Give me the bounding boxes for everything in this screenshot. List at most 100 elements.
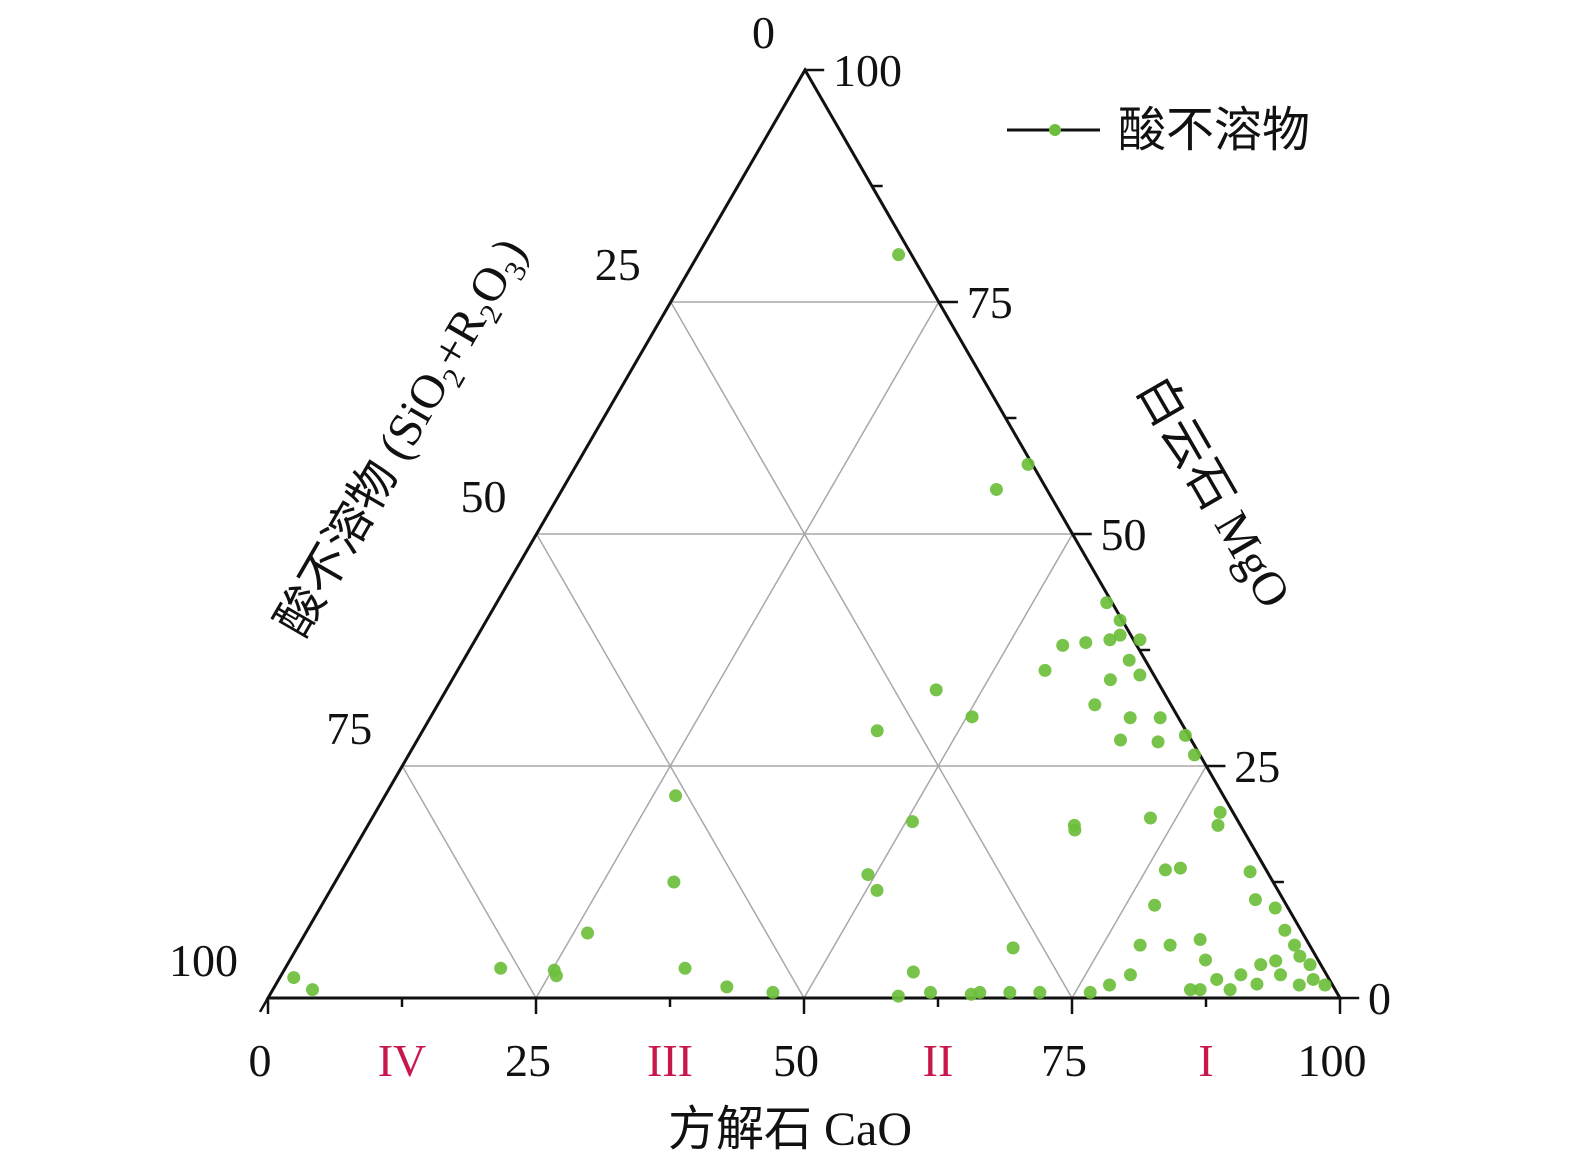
region-label: III <box>647 1035 693 1086</box>
data-point <box>1114 733 1128 747</box>
data-points <box>287 248 1332 1003</box>
bottom-tick-label: 25 <box>505 1035 551 1086</box>
data-point <box>905 815 919 829</box>
region-label: IV <box>378 1035 427 1086</box>
left-tick <box>527 533 538 549</box>
data-point <box>861 868 875 882</box>
data-point <box>1123 711 1137 725</box>
data-point <box>1193 933 1207 947</box>
data-point <box>989 482 1003 496</box>
data-point <box>1056 638 1070 652</box>
grid-line <box>401 765 537 999</box>
left-tick <box>463 649 471 659</box>
right-tick-label: 75 <box>967 277 1013 328</box>
bottom-tick-label: 100 <box>1298 1035 1367 1086</box>
data-point <box>678 961 692 975</box>
left-tick <box>329 881 337 891</box>
data-point <box>1211 818 1225 832</box>
data-point <box>1274 968 1288 982</box>
data-point <box>1133 633 1147 647</box>
data-point <box>720 980 734 994</box>
data-point <box>1103 633 1117 647</box>
bottom-axis-title: 方解石 CaO <box>668 1103 912 1156</box>
data-point <box>1318 978 1332 992</box>
left-axis-title-part: 酸不溶物 (SiO <box>266 363 459 645</box>
data-point <box>1278 923 1292 937</box>
bottom-tick-label: 75 <box>1041 1035 1087 1086</box>
data-point <box>1173 861 1187 875</box>
left-axis-title: 酸不溶物 (SiO2+R2O3) <box>266 229 542 648</box>
data-point <box>549 969 563 983</box>
data-point <box>1243 865 1257 879</box>
legend-marker <box>1049 124 1061 136</box>
data-point <box>766 985 780 999</box>
data-point <box>906 965 920 979</box>
data-point <box>1223 983 1237 997</box>
data-point <box>305 983 319 997</box>
data-point <box>1303 958 1317 972</box>
tick-labels: 0 0 0 25 25 25 50 50 50 75 75 75 100 100 100 <box>169 7 1391 1086</box>
data-point <box>1213 805 1227 819</box>
data-point <box>1306 972 1320 986</box>
data-point <box>1269 954 1283 968</box>
legend: 酸不溶物 <box>1007 104 1310 157</box>
data-point <box>1210 972 1224 986</box>
data-point <box>1287 938 1301 952</box>
data-point <box>1033 985 1047 999</box>
left-tick-label: 75 <box>326 703 372 754</box>
data-point <box>1083 985 1097 999</box>
data-point <box>1158 863 1172 877</box>
data-point <box>1254 958 1268 972</box>
left-tick-label: 0 <box>752 7 775 58</box>
left-tick <box>795 69 807 85</box>
data-point <box>1079 636 1093 650</box>
data-point <box>965 710 979 724</box>
data-point <box>1067 818 1081 832</box>
data-point <box>1143 811 1157 825</box>
data-point <box>891 989 905 1003</box>
left-tick <box>732 185 739 195</box>
data-point <box>667 875 681 889</box>
right-axis-title: 白云石 MgO <box>1126 368 1301 617</box>
region-labels: IV III II I <box>378 1035 1214 1086</box>
grid-lines <box>401 301 1207 999</box>
region-label: II <box>923 1035 954 1086</box>
data-point <box>1250 977 1264 991</box>
data-point <box>1187 748 1201 762</box>
data-point <box>1183 983 1197 997</box>
data-point <box>1088 698 1102 712</box>
data-point <box>581 926 595 940</box>
data-point <box>494 961 508 975</box>
data-point <box>669 789 683 803</box>
grid-line <box>1071 765 1207 999</box>
data-point <box>1153 711 1167 725</box>
data-point <box>870 724 884 738</box>
data-point <box>1151 735 1165 749</box>
right-tick-label: 25 <box>1234 741 1280 792</box>
data-point <box>1133 668 1147 682</box>
data-point <box>1292 978 1306 992</box>
data-point <box>1178 728 1192 742</box>
grid-line <box>535 301 940 999</box>
bottom-tick-label: 50 <box>773 1035 819 1086</box>
right-tick-label: 100 <box>833 45 902 96</box>
data-point <box>1003 985 1017 999</box>
right-tick-label: 0 <box>1368 973 1391 1024</box>
data-point <box>892 248 906 262</box>
left-tick-label: 50 <box>461 471 507 522</box>
data-point <box>924 985 938 999</box>
data-point <box>1268 901 1282 915</box>
bottom-tick-label: 0 <box>249 1035 272 1086</box>
data-point <box>1234 968 1248 982</box>
data-point <box>1038 663 1052 677</box>
data-point <box>1103 673 1117 687</box>
data-point <box>1100 596 1114 610</box>
left-tick <box>598 417 605 427</box>
data-point <box>929 683 943 697</box>
data-point <box>1199 953 1213 967</box>
data-point <box>1148 898 1162 912</box>
grid-line <box>803 533 1074 999</box>
data-point <box>1133 938 1147 952</box>
data-point <box>1006 941 1020 955</box>
